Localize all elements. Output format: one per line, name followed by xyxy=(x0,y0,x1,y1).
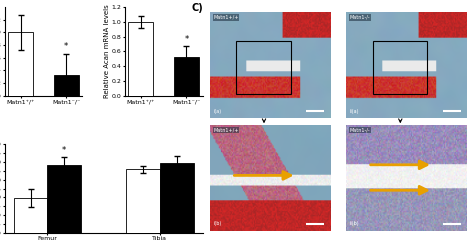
Bar xyxy=(126,169,160,233)
Bar xyxy=(160,163,193,233)
Bar xyxy=(54,75,79,96)
Bar xyxy=(14,198,47,233)
Bar xyxy=(8,32,33,96)
Text: C): C) xyxy=(191,3,203,13)
Text: *: * xyxy=(62,146,66,156)
Legend: Matn1⁺/⁺, Matn1⁻/⁻: Matn1⁺/⁺, Matn1⁻/⁻ xyxy=(294,196,328,208)
Y-axis label: Relative Acan mRNA levels: Relative Acan mRNA levels xyxy=(104,5,110,98)
Text: *: * xyxy=(64,42,68,51)
Bar xyxy=(128,22,154,96)
Bar xyxy=(47,165,81,233)
Bar xyxy=(174,57,199,96)
Text: *: * xyxy=(184,35,189,44)
